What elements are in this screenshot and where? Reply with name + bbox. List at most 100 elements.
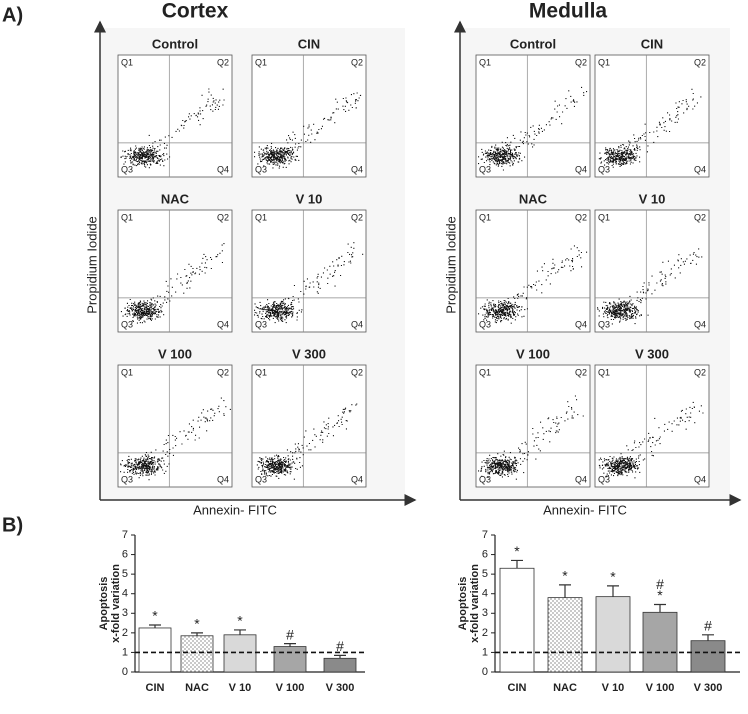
quadrant-label: Q1 — [479, 57, 491, 67]
quadrant-label: Q3 — [121, 164, 133, 174]
quadrant-label: Q4 — [351, 474, 363, 484]
plot-frame — [251, 209, 367, 333]
significance-marker: * — [194, 616, 200, 632]
quadrant-label: Q1 — [255, 367, 267, 377]
plot-title: CIN — [298, 36, 320, 51]
y-tick-label: 3 — [122, 607, 128, 619]
quadrant-label: Q3 — [479, 164, 491, 174]
significance-marker: # — [336, 638, 344, 654]
quadrant-label: Q3 — [479, 319, 491, 329]
panel-label: A) — [2, 4, 23, 26]
y-axis-label: Apoptosis — [457, 577, 469, 631]
quadrant-label: Q2 — [217, 367, 229, 377]
plot-frame — [117, 209, 233, 333]
bar — [323, 657, 357, 673]
significance-marker: * — [562, 568, 568, 584]
dot-cloud — [120, 243, 225, 324]
error-bar — [284, 643, 296, 647]
quadrant-label: Q1 — [121, 57, 133, 67]
y-axis-label: x-fold variation — [110, 564, 122, 643]
bar — [642, 611, 678, 673]
quadrant-label: Q4 — [217, 474, 229, 484]
significance-marker: # — [656, 576, 664, 592]
bar — [138, 627, 172, 673]
x-tick-label: NAC — [553, 682, 577, 694]
y-tick-label: 5 — [122, 568, 128, 580]
dot-cloud — [120, 88, 225, 169]
x-tick-label: V 10 — [229, 682, 252, 694]
dot-cloud — [256, 403, 358, 480]
y-tick-label: 4 — [122, 588, 128, 600]
quadrant-label: Q1 — [598, 367, 610, 377]
dot-cloud — [598, 401, 704, 479]
quadrant-label: Q4 — [694, 164, 706, 174]
quadrant-label: Q4 — [694, 319, 706, 329]
significance-marker: * — [237, 613, 243, 629]
y-tick-label: 5 — [482, 568, 488, 580]
plot-frame — [594, 209, 710, 333]
x-tick-label: V 10 — [602, 682, 625, 694]
error-bar — [702, 634, 714, 641]
plot-title: Control — [152, 36, 198, 51]
quadrant-label: Q3 — [598, 319, 610, 329]
error-bar — [234, 629, 246, 635]
quadrant-label: Q2 — [217, 212, 229, 222]
quadrant-label: Q3 — [255, 164, 267, 174]
plot-title: V 300 — [635, 346, 669, 361]
significance-marker: * — [152, 608, 158, 624]
quadrant-label: Q4 — [575, 474, 587, 484]
quadrant-label: Q2 — [694, 57, 706, 67]
plot-frame — [475, 209, 591, 333]
y-tick-label: 3 — [482, 607, 488, 619]
error-bar — [559, 584, 571, 598]
quadrant-label: Q3 — [598, 474, 610, 484]
plot-title: V 100 — [158, 346, 192, 361]
bar — [499, 567, 535, 673]
error-bar — [149, 624, 161, 628]
x-tick-label: CIN — [146, 682, 165, 694]
y-tick-label: 7 — [482, 529, 488, 541]
y-tick-label: 1 — [482, 646, 488, 658]
quadrant-label: Q4 — [575, 164, 587, 174]
y-tick-label: 6 — [122, 548, 128, 560]
y-axis-label: x-fold variation — [469, 564, 481, 643]
quadrant-label: Q2 — [694, 212, 706, 222]
plot-title: V 100 — [516, 346, 550, 361]
quadrant-label: Q3 — [255, 474, 267, 484]
plot-title: NAC — [519, 191, 548, 206]
bar — [595, 596, 631, 673]
y-tick-label: 6 — [482, 548, 488, 560]
quadrant-label: Q2 — [575, 57, 587, 67]
y-tick-label: 1 — [122, 646, 128, 658]
error-bar — [607, 585, 619, 597]
quadrant-label: Q3 — [479, 474, 491, 484]
dot-cloud — [478, 395, 584, 480]
bar — [690, 640, 726, 673]
dot-cloud — [254, 242, 364, 324]
significance-marker: # — [704, 618, 712, 634]
dot-cloud — [254, 92, 362, 169]
group-title: Cortex — [162, 0, 229, 23]
error-bar — [334, 654, 346, 659]
plot-title: NAC — [161, 191, 190, 206]
dot-cloud — [478, 245, 588, 324]
y-tick-label: 2 — [122, 627, 128, 639]
plot-title: CIN — [641, 36, 663, 51]
quadrant-label: Q3 — [121, 319, 133, 329]
significance-marker: * — [610, 569, 616, 585]
bar — [547, 597, 583, 673]
y-tick-label: 0 — [122, 666, 128, 678]
error-bar — [191, 632, 203, 636]
x-tick-label: V 100 — [276, 682, 305, 694]
quadrant-label: Q2 — [694, 367, 706, 377]
group-title: Medulla — [529, 0, 607, 23]
x-tick-label: CIN — [508, 682, 527, 694]
quadrant-label: Q4 — [351, 164, 363, 174]
quadrant-label: Q4 — [351, 319, 363, 329]
y-axis-label: Propidium Iodide — [443, 216, 458, 314]
quadrant-label: Q3 — [598, 164, 610, 174]
y-tick-label: 7 — [122, 529, 128, 541]
significance-marker: * — [514, 543, 520, 559]
x-axis-label: Annexin- FITC — [193, 502, 277, 517]
quadrant-label: Q2 — [351, 212, 363, 222]
